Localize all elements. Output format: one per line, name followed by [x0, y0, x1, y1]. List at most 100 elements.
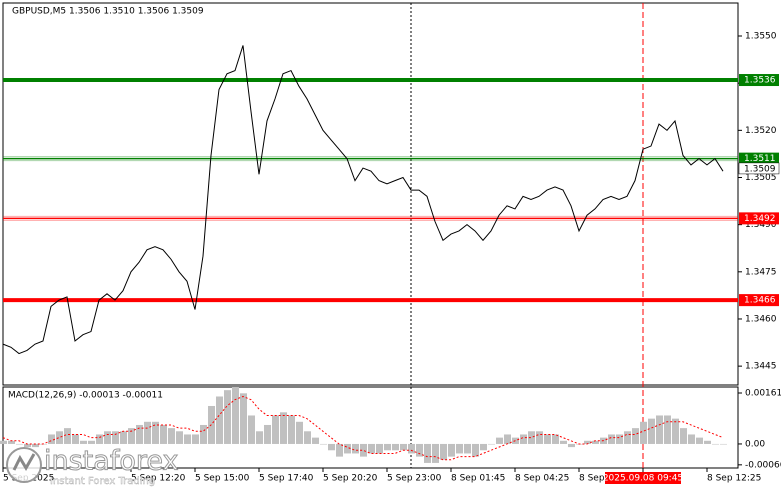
x-tick-label: 5 Sep 12:20: [131, 474, 186, 484]
histogram-bar: [664, 415, 671, 444]
histogram-bar: [648, 418, 655, 444]
histogram-bar: [328, 443, 335, 451]
histogram-bar: [80, 440, 87, 444]
histogram-bar: [64, 428, 71, 444]
histogram-bar: [504, 434, 511, 444]
level-label: 1.3511: [744, 154, 776, 164]
histogram-bar: [136, 424, 143, 444]
histogram-bar: [112, 431, 119, 444]
y-tick-label: 1.3460: [745, 314, 777, 324]
price-panel: [2, 2, 739, 386]
y-tick-label: -0.00066: [745, 460, 781, 470]
x-tick-label: 8 Sep 12:25: [707, 474, 761, 484]
histogram-bar: [336, 443, 343, 457]
histogram-bar: [448, 443, 455, 457]
histogram-bar: [392, 443, 399, 451]
histogram-bar: [128, 428, 135, 444]
histogram-bar: [72, 434, 79, 444]
histogram-bar: [408, 443, 415, 454]
histogram-bar: [168, 428, 175, 444]
y-tick-label: 1.3505: [745, 173, 777, 183]
histogram-bar: [16, 443, 23, 445]
time-marker-box: [605, 472, 681, 484]
histogram-bar: [520, 434, 527, 444]
chart-title: GBPUSD,M5 1.3506 1.3510 1.3506 1.3509: [12, 7, 204, 17]
x-tick-label: 8 Sep 01:45: [451, 474, 505, 484]
y-tick-label: 1.3550: [745, 32, 777, 42]
y-tick-label: 0.00: [745, 439, 765, 449]
histogram-bar: [464, 443, 471, 454]
histogram-bar: [104, 431, 111, 444]
histogram-bar: [624, 431, 631, 444]
histogram-bar: [440, 443, 447, 460]
current-price-badge: [738, 162, 780, 175]
watermark: instaforex Instant Forex Trading: [6, 445, 179, 487]
watermark-tagline: Instant Forex Trading: [50, 476, 155, 487]
histogram-bar: [496, 437, 503, 444]
histogram-bar: [272, 415, 279, 444]
level-label: 1.3492: [744, 214, 776, 224]
histogram-bar: [584, 440, 591, 444]
histogram-bar: [616, 434, 623, 444]
histogram-bar: [656, 415, 663, 444]
histogram-bar: [632, 428, 639, 444]
y-tick-label: 0.00161: [745, 389, 781, 399]
current-price-label: 1.3509: [744, 164, 776, 174]
logo-mark: [12, 453, 36, 471]
histogram-bar: [472, 443, 479, 457]
histogram-bar: [424, 443, 431, 463]
histogram-bar: [152, 421, 159, 444]
histogram-bar: [688, 434, 695, 444]
histogram-bar: [680, 428, 687, 444]
histogram-bar: [344, 443, 351, 454]
histogram-bar: [376, 443, 383, 454]
signal-line: [2, 395, 724, 461]
histogram-bar: [264, 424, 271, 444]
x-tick-label: 5 Sep 17:40: [259, 474, 314, 484]
histogram-bar: [568, 443, 575, 448]
histogram-bar: [416, 443, 423, 457]
x-tick-label: 5 Sep 23:00: [387, 474, 442, 484]
histogram-bar: [360, 443, 367, 457]
y-tick-label: 1.3445: [745, 362, 777, 372]
macd-title: MACD(12,26,9) -0.00013 -0.00011: [8, 391, 163, 401]
y-tick-label: 1.3520: [745, 126, 777, 136]
histogram-bar: [400, 443, 407, 451]
histogram-bar: [672, 418, 679, 444]
histogram-bar: [488, 443, 495, 445]
level-badge: [739, 294, 779, 307]
histogram-bar: [96, 434, 103, 444]
histogram-bar: [216, 396, 223, 444]
histogram-bar: [320, 443, 327, 445]
x-tick-label: 5 Sep 20:20: [323, 474, 378, 484]
histogram-bar: [696, 437, 703, 444]
histogram-bar: [560, 440, 567, 444]
histogram-bar: [544, 434, 551, 444]
histogram-bar: [0, 440, 7, 444]
histogram-bar: [144, 421, 151, 444]
histogram-bar: [24, 443, 31, 448]
level-badge: [739, 74, 779, 87]
histogram-bar: [720, 443, 727, 445]
histogram-bar: [368, 443, 375, 454]
histogram-bar: [384, 443, 391, 451]
level-label: 1.3466: [744, 296, 776, 306]
histogram-bar: [240, 393, 247, 444]
histogram-bar: [312, 437, 319, 444]
histogram-bar: [296, 421, 303, 444]
x-tick-label: 8 Sep 04:25: [515, 474, 569, 484]
y-tick-label: 1.3490: [745, 220, 777, 230]
histogram-bar: [280, 412, 287, 444]
histogram-bar: [552, 434, 559, 444]
histogram-bar: [184, 434, 191, 444]
histogram-bar: [712, 443, 719, 445]
x-tick-label: 5 Sep 15:00: [195, 474, 250, 484]
histogram-bar: [528, 431, 535, 444]
histogram-bar: [432, 443, 439, 463]
level-badge: [739, 212, 779, 225]
histogram-bar: [192, 434, 199, 444]
watermark-brand: instaforex: [44, 446, 178, 477]
histogram-bar: [232, 387, 239, 444]
level-label: 1.3536: [744, 76, 776, 86]
histogram-bar: [32, 443, 39, 448]
